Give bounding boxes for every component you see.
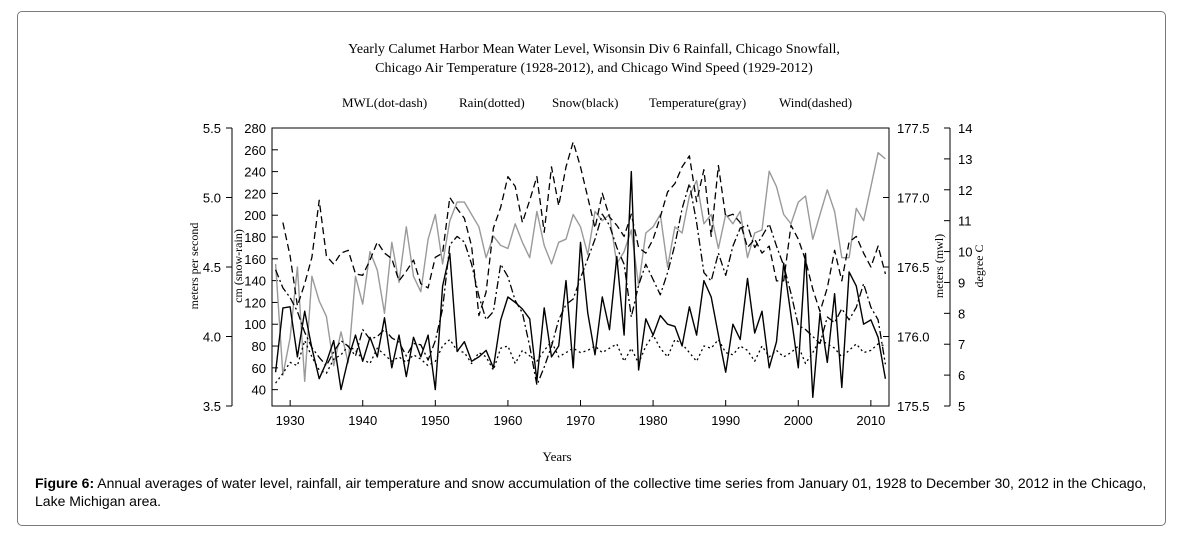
legend-rain: Rain(dotted) — [459, 95, 525, 110]
legend: MWL(dot-dash) Rain(dotted) Snow(black) T… — [342, 95, 852, 110]
mwl-tick-label: 177.0 — [897, 191, 930, 206]
temp-tick-label: 9 — [958, 275, 965, 290]
temp-tick-label: 5 — [958, 399, 965, 414]
x-tick-label: 1950 — [421, 413, 450, 428]
temp-tick-label: 7 — [958, 337, 965, 352]
x-tick-label: 1980 — [639, 413, 668, 428]
series-line-temperature — [274, 151, 886, 382]
legend-mwl: MWL(dot-dash) — [342, 95, 427, 110]
x-tick-label: 1930 — [276, 413, 305, 428]
snow-rain-tick-label: 220 — [244, 186, 266, 201]
snow-rain-tick-label: 140 — [244, 274, 266, 289]
mwl-tick-label: 176.0 — [897, 330, 930, 345]
temp-tick-label: 14 — [958, 121, 972, 136]
mwl-tick-label: 177.5 — [897, 121, 930, 136]
temp-tick-label: 6 — [958, 368, 965, 383]
x-axis: 1930 1940 1950 1960 1970 1980 1990 2000 2010 — [276, 400, 885, 428]
x-tick-label: 1960 — [493, 413, 522, 428]
x-tick-label: 2000 — [784, 413, 813, 428]
legend-wind: Wind(dashed) — [779, 95, 852, 110]
chart-title-line2: Chicago Air Temperature (1928-2012), and… — [375, 61, 813, 76]
legend-snow: Snow(black) — [552, 95, 618, 110]
x-tick-label: 1990 — [711, 413, 740, 428]
snow-rain-tick-label: 100 — [244, 317, 266, 332]
wind-tick-label: 5.0 — [203, 191, 221, 206]
series-line-rain — [275, 334, 886, 384]
mwl-tick-label: 175.5 — [897, 399, 930, 414]
series-line-snow — [274, 170, 887, 398]
snow-rain-tick-label: 60 — [252, 361, 266, 376]
temp-tick-label: 11 — [958, 214, 972, 229]
temp-tick-label: 8 — [958, 306, 965, 321]
x-tick-label: 1940 — [348, 413, 377, 428]
x-tick-label: 1970 — [566, 413, 595, 428]
figure-frame — [17, 11, 1166, 526]
snow-rain-tick-label: 160 — [244, 252, 266, 267]
axis-mwl: 175.5 176.0 176.5 177.0 177.5 — [883, 121, 930, 414]
snow-rain-tick-label: 280 — [244, 121, 266, 136]
axis-snow-rain: 40 60 80 100 120 140 160 180 200 220 240 260 280 — [244, 121, 278, 398]
y-label-mwl: meters (mwl) — [932, 234, 946, 298]
y-label-wind: meters per second — [187, 223, 201, 310]
x-axis-label: Years — [542, 449, 571, 464]
chart: Yearly Calumet Harbor Mean Water Level, … — [187, 42, 986, 464]
snow-rain-tick-label: 260 — [244, 143, 266, 158]
mwl-tick-label: 176.5 — [897, 260, 930, 275]
snow-rain-tick-label: 120 — [244, 295, 266, 310]
caption-label: Figure 6: — [35, 475, 95, 491]
series-group — [274, 141, 887, 398]
wind-tick-label: 3.5 — [203, 399, 221, 414]
snow-rain-tick-label: 40 — [252, 383, 266, 398]
axis-temp: 5 6 7 8 9 10 11 12 13 14 — [944, 121, 972, 414]
wind-tick-label: 4.5 — [203, 260, 221, 275]
wind-tick-label: 5.5 — [203, 121, 221, 136]
legend-temperature: Temperature(gray) — [649, 95, 746, 110]
y-label-snow-rain: cm (snow-rain) — [231, 229, 245, 303]
axis-wind: 3.5 4.0 4.5 5.0 5.5 — [203, 121, 233, 414]
temp-tick-label: 13 — [958, 152, 972, 167]
temp-tick-label: 12 — [958, 183, 972, 198]
caption-text: Annual averages of water level, rainfall… — [35, 475, 1147, 509]
series-line-wind — [282, 141, 887, 317]
wind-tick-label: 4.0 — [203, 330, 221, 345]
snow-rain-tick-label: 180 — [244, 230, 266, 245]
snow-rain-tick-label: 200 — [244, 208, 266, 223]
snow-rain-tick-label: 80 — [252, 339, 266, 354]
chart-title-line1: Yearly Calumet Harbor Mean Water Level, … — [348, 42, 840, 57]
x-tick-label: 2010 — [856, 413, 885, 428]
temp-tick-label: 10 — [958, 245, 972, 260]
figure-caption: Figure 6: Annual averages of water level… — [35, 474, 1155, 510]
snow-rain-tick-label: 240 — [244, 165, 266, 180]
y-label-temp: degree C — [972, 245, 986, 288]
